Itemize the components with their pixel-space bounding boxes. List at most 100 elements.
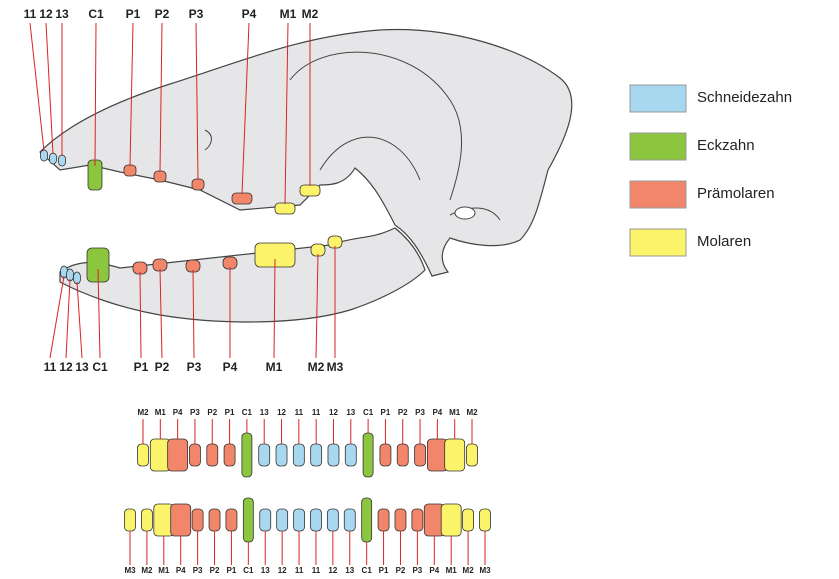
lower-tooth-label: P4 bbox=[223, 360, 238, 374]
upper-chart-tooth bbox=[310, 443, 323, 467]
pointer-line bbox=[284, 22, 289, 205]
lower-chart-label: M3 bbox=[479, 566, 491, 575]
lower-chart-label: M3 bbox=[124, 566, 136, 575]
lower-chart-tooth bbox=[377, 508, 390, 532]
mandible bbox=[59, 227, 426, 323]
upper-chart-label: P2 bbox=[207, 408, 217, 417]
lower-tooth-label: M2 bbox=[308, 360, 325, 374]
lower-tooth-label: C1 bbox=[92, 360, 108, 374]
legend-label: Eckzahn bbox=[697, 137, 755, 154]
lower-chart-tooth bbox=[462, 508, 474, 532]
pointer-line bbox=[49, 275, 65, 359]
legend-swatch bbox=[629, 84, 687, 113]
upper-tooth bbox=[58, 154, 66, 167]
pointer-line bbox=[129, 22, 134, 167]
lower-chart-label: C1 bbox=[243, 566, 254, 575]
upper-chart-tooth bbox=[444, 438, 466, 472]
lower-chart-tooth bbox=[310, 508, 322, 532]
lower-chart-label: 12 bbox=[278, 566, 287, 575]
upper-chart-tooth bbox=[206, 443, 219, 467]
pointer-line bbox=[192, 269, 195, 359]
upper-chart-tooth bbox=[379, 443, 392, 467]
upper-chart-label: P3 bbox=[190, 408, 200, 417]
lower-chart-label: P4 bbox=[176, 566, 186, 575]
upper-tooth-label: C1 bbox=[88, 7, 104, 21]
pointer-line bbox=[159, 22, 163, 173]
upper-chart-label: C1 bbox=[363, 408, 374, 417]
upper-tooth-label: P1 bbox=[126, 7, 141, 21]
lower-chart-label: P2 bbox=[210, 566, 220, 575]
upper-chart-label: M1 bbox=[155, 408, 167, 417]
upper-chart-label: 11 bbox=[312, 408, 321, 417]
upper-tooth-label: 12 bbox=[39, 7, 53, 21]
lower-chart-tooth bbox=[259, 508, 272, 532]
lower-chart-tooth bbox=[440, 503, 462, 537]
upper-tooth-label: 11 bbox=[24, 7, 37, 21]
lower-chart-tooth bbox=[276, 508, 289, 532]
upper-tooth bbox=[299, 184, 321, 197]
upper-chart-tooth bbox=[466, 443, 478, 467]
upper-chart-label: P2 bbox=[398, 408, 408, 417]
upper-chart-tooth bbox=[258, 443, 271, 467]
lower-chart-label: 11 bbox=[295, 566, 304, 575]
upper-chart-tooth bbox=[327, 443, 340, 467]
upper-chart-label: P1 bbox=[381, 408, 391, 417]
pointer-line bbox=[241, 22, 250, 195]
upper-chart-label: M1 bbox=[449, 408, 461, 417]
lower-chart-tooth bbox=[225, 508, 238, 532]
lower-chart-tooth bbox=[343, 508, 356, 532]
legend-swatch bbox=[629, 180, 687, 209]
upper-tooth-label: M2 bbox=[302, 7, 319, 21]
upper-chart-tooth bbox=[292, 443, 305, 467]
upper-tooth-label: M1 bbox=[280, 7, 297, 21]
lower-chart-label: M2 bbox=[463, 566, 475, 575]
upper-tooth bbox=[123, 164, 137, 177]
lower-chart-label: 13 bbox=[261, 566, 270, 575]
legend-label: Schneidezahn bbox=[697, 89, 792, 106]
lower-tooth-label: 11 bbox=[44, 360, 57, 374]
pointer-line bbox=[29, 22, 45, 152]
lower-tooth-label: M1 bbox=[266, 360, 283, 374]
upper-chart-tooth bbox=[344, 443, 357, 467]
upper-chart-label: P3 bbox=[415, 408, 425, 417]
upper-chart-tooth bbox=[137, 443, 149, 467]
lower-chart-label: P3 bbox=[193, 566, 203, 575]
upper-tooth bbox=[40, 149, 48, 162]
legend-label: Molaren bbox=[697, 233, 751, 250]
upper-chart-tooth bbox=[241, 432, 253, 478]
lower-tooth-label: 13 bbox=[75, 360, 89, 374]
lower-chart-label: C1 bbox=[362, 566, 373, 575]
pointer-line bbox=[273, 258, 276, 359]
upper-tooth bbox=[274, 202, 296, 215]
pointer-line bbox=[97, 268, 101, 359]
upper-tooth-label: 13 bbox=[55, 7, 69, 21]
lower-chart-tooth bbox=[326, 508, 339, 532]
lower-chart-label: M2 bbox=[141, 566, 153, 575]
lower-chart-tooth bbox=[124, 508, 136, 532]
pointer-line bbox=[45, 22, 54, 155]
upper-chart-tooth bbox=[396, 443, 409, 467]
upper-chart-label: P4 bbox=[432, 408, 442, 417]
upper-chart-label: 11 bbox=[295, 408, 304, 417]
upper-chart-tooth bbox=[167, 438, 189, 472]
upper-chart-label: P1 bbox=[225, 408, 235, 417]
legend-swatch bbox=[629, 132, 687, 161]
lower-chart-tooth bbox=[394, 508, 407, 532]
upper-chart-tooth bbox=[275, 443, 288, 467]
upper-tooth bbox=[153, 170, 167, 183]
upper-chart-tooth bbox=[189, 443, 201, 467]
upper-chart-tooth bbox=[414, 443, 426, 467]
lower-chart-label: P2 bbox=[396, 566, 406, 575]
upper-tooth bbox=[191, 178, 205, 191]
upper-tooth-label: P2 bbox=[155, 7, 170, 21]
pointer-line bbox=[315, 253, 319, 359]
lower-chart-tooth bbox=[361, 497, 373, 543]
lower-chart-label: 12 bbox=[328, 566, 337, 575]
upper-tooth-label: P3 bbox=[189, 7, 204, 21]
lower-tooth-label: P3 bbox=[187, 360, 202, 374]
lower-chart-tooth bbox=[191, 508, 204, 532]
upper-chart-label: 12 bbox=[329, 408, 338, 417]
upper-chart-label: 12 bbox=[277, 408, 286, 417]
upper-tooth bbox=[49, 152, 57, 165]
